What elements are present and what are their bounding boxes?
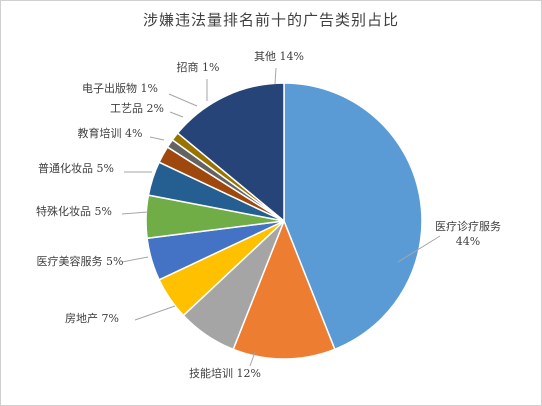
pie-slice-1	[283, 82, 423, 351]
data-label-8: 工艺品 2%	[110, 102, 164, 115]
leader-line-8	[169, 111, 184, 118]
data-label-5: 特殊化妆品 5%	[36, 204, 112, 218]
data-label-1: 医疗诊疗服务 44%	[435, 219, 501, 248]
data-label-2: 技能培训 12%	[189, 366, 261, 380]
data-label-9: 电子出版物 1%	[82, 81, 158, 95]
leader-line-9	[168, 93, 198, 107]
data-label-6: 普通化妆品 5%	[38, 161, 114, 175]
leader-line-7	[149, 136, 165, 141]
pie-slice-11	[176, 82, 285, 223]
data-label-3: 房地产 7%	[65, 311, 119, 325]
leader-line-5	[121, 211, 149, 215]
leader-line-1	[397, 235, 441, 263]
data-label-7: 教育培训 4%	[78, 126, 143, 140]
leader-line-2	[249, 351, 256, 367]
leader-line-4	[121, 256, 149, 263]
data-label-4: 医疗美容服务 5%	[37, 254, 124, 268]
leader-line-3	[134, 305, 176, 321]
data-label-11: 其他 14%	[254, 50, 304, 63]
leader-line-11	[274, 67, 277, 85]
data-label-10: 招商 1%	[177, 60, 220, 74]
pie-slice-2	[232, 218, 336, 360]
chart-title: 涉嫌违法量排名前十的广告类别占比	[142, 11, 399, 29]
